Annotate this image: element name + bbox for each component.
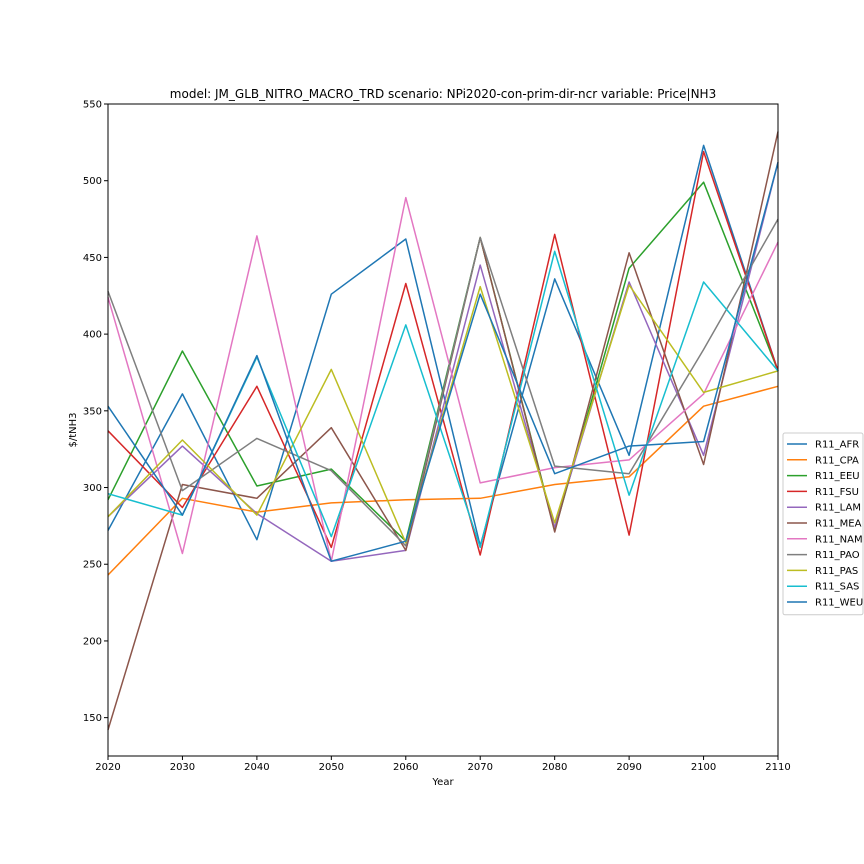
y-tick-label: 400	[83, 330, 102, 341]
legend: R11_AFR R11_CPA R11_EEU R11_FSU R11_LAM R11_M…	[782, 432, 864, 616]
y-tick-label: 150	[83, 713, 102, 724]
y-tick-label: 300	[83, 483, 102, 494]
x-tick-label: 2040	[244, 762, 269, 773]
series-line-r11-cpa	[107, 385, 779, 576]
plot-area: 2020 2030 2040 2050 2060 2070 2080 2090 2100 2110…	[83, 100, 791, 774]
x-axis-label: Year	[431, 777, 454, 788]
legend-label: R11_CPA	[815, 455, 859, 466]
legend-label: R11_MEA	[815, 519, 862, 530]
legend-label: R11_FSU	[815, 487, 859, 498]
legend-box	[782, 432, 864, 616]
y-tick-label: 350	[83, 406, 102, 417]
x-tick-label: 2030	[170, 762, 195, 773]
y-tick-label: 550	[83, 100, 102, 111]
x-tick-label: 2100	[691, 762, 716, 773]
x-tick-label: 2060	[393, 762, 418, 773]
legend-label: R11_LAM	[815, 503, 861, 514]
y-tick-label: 250	[83, 560, 102, 571]
legend-label: R11_WEU	[815, 598, 863, 609]
chart-title: model: JM_GLB_NITRO_MACRO_TRD scenario: …	[170, 87, 716, 101]
y-tick-label: 450	[83, 253, 102, 264]
series-line-r11-weu	[107, 162, 779, 562]
series-line-r11-nam	[107, 196, 779, 562]
legend-label: R11_NAM	[815, 534, 863, 545]
y-tick-label: 500	[83, 176, 102, 187]
series-line-r11-pas	[107, 284, 779, 544]
x-tick-label: 2110	[765, 762, 790, 773]
x-tick-label: 2090	[616, 762, 641, 773]
x-tick-label: 2020	[95, 762, 120, 773]
legend-label: R11_PAS	[815, 566, 858, 577]
x-tick-label: 2050	[319, 762, 344, 773]
plot-frame	[107, 103, 779, 757]
x-tick-label: 2070	[467, 762, 492, 773]
y-axis-label: $/tNH3	[68, 412, 79, 447]
legend-label: R11_SAS	[815, 582, 859, 593]
y-tick-label: 200	[83, 636, 102, 647]
series-line-r11-lam	[107, 162, 779, 562]
x-tick-label: 2080	[542, 762, 567, 773]
legend-label: R11_AFR	[815, 440, 859, 451]
series-line-r11-pao	[107, 218, 779, 547]
legend-label: R11_PAO	[815, 550, 860, 561]
legend-label: R11_EEU	[815, 471, 860, 482]
